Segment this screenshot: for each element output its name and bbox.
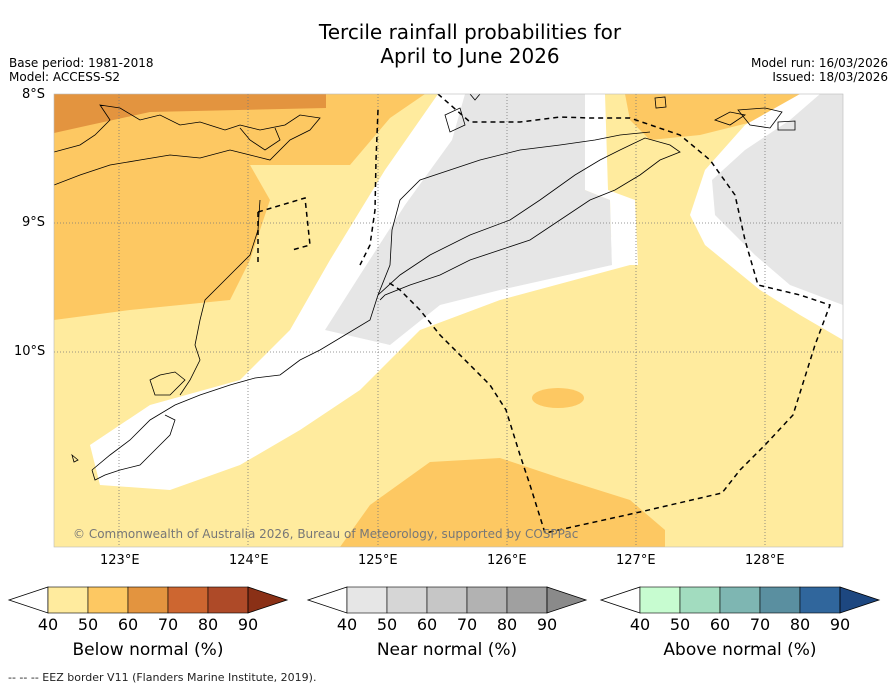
map-frame xyxy=(53,93,844,548)
below-colorbar-tick-60: 60 xyxy=(117,615,139,634)
above-colorbar-segment xyxy=(759,586,801,614)
near-colorbar-tick-40: 40 xyxy=(336,615,358,634)
above-colorbar-max-arrow xyxy=(839,586,881,614)
colorbar-below-normal xyxy=(7,586,289,614)
near-normal-east-area xyxy=(712,94,843,305)
copyright-text: © Commonwealth of Australia 2026, Bureau… xyxy=(73,527,578,541)
near-colorbar-max-arrow xyxy=(546,586,588,614)
model-name: Model: ACCESS-S2 xyxy=(9,70,121,84)
map-layers: © Commonwealth of Australia 2026, Bureau… xyxy=(54,94,843,547)
lon-label-126e: 126°E xyxy=(487,553,527,568)
near-normal-label: Near normal (%) xyxy=(376,640,518,660)
white-strip xyxy=(585,94,638,265)
near-colorbar-tick-80: 80 xyxy=(496,615,518,634)
near-colorbar-segment xyxy=(386,586,428,614)
lat-label-10s: 10°S xyxy=(14,344,46,359)
lat-label-8s: 8°S xyxy=(22,87,46,102)
eez-border xyxy=(257,94,831,534)
near-colorbar-tick-90: 90 xyxy=(536,615,558,634)
lon-label-124e: 124°E xyxy=(229,553,269,568)
above-colorbar-segment xyxy=(719,586,761,614)
above-colorbar-segment xyxy=(799,586,841,614)
below-normal-60-70-corner xyxy=(54,94,326,133)
above-colorbar-tick-70: 70 xyxy=(749,615,771,634)
near-colorbar-tick-60: 60 xyxy=(416,615,438,634)
near-colorbar-tick-70: 70 xyxy=(456,615,478,634)
below-colorbar-segment xyxy=(47,586,89,614)
lon-label-128e: 128°E xyxy=(745,553,785,568)
near-colorbar-segment xyxy=(466,586,508,614)
coastlines xyxy=(54,94,796,481)
below-colorbar-tick-80: 80 xyxy=(197,615,219,634)
below-normal-label: Below normal (%) xyxy=(72,640,224,660)
near-colorbar-min-arrow xyxy=(306,586,348,614)
near-colorbar-tick-50: 50 xyxy=(376,615,398,634)
below-colorbar-tick-70: 70 xyxy=(157,615,179,634)
base-period: Base period: 1981-2018 xyxy=(9,56,154,70)
below-colorbar-max-arrow xyxy=(247,586,289,614)
above-colorbar-tick-60: 60 xyxy=(709,615,731,634)
lat-label-9s: 9°S xyxy=(22,215,46,230)
above-colorbar-tick-40: 40 xyxy=(629,615,651,634)
above-colorbar-tick-80: 80 xyxy=(789,615,811,634)
above-colorbar-segment xyxy=(639,586,681,614)
below-colorbar-tick-40: 40 xyxy=(37,615,59,634)
near-colorbar-segment xyxy=(426,586,468,614)
above-colorbar-min-arrow xyxy=(599,586,641,614)
colorbar-above-normal xyxy=(599,586,881,614)
below-normal-50-60-northeast xyxy=(625,94,800,140)
lon-label-123e: 123°E xyxy=(100,553,140,568)
below-colorbar-min-arrow xyxy=(7,586,49,614)
near-colorbar-segment xyxy=(506,586,548,614)
near-colorbar-segment xyxy=(346,586,388,614)
title-line-1: Tercile rainfall probabilities for xyxy=(318,20,622,44)
near-normal-40-50-area xyxy=(325,94,612,345)
lon-label-127e: 127°E xyxy=(616,553,656,568)
above-colorbar-tick-90: 90 xyxy=(829,615,851,634)
below-colorbar-tick-90: 90 xyxy=(237,615,259,634)
lon-label-125e: 125°E xyxy=(358,553,398,568)
below-colorbar-segment xyxy=(167,586,209,614)
model-run: Model run: 16/03/2026 xyxy=(750,56,888,70)
above-normal-label: Above normal (%) xyxy=(663,640,817,660)
colorbar-near-normal xyxy=(306,586,588,614)
above-colorbar-tick-50: 50 xyxy=(669,615,691,634)
below-colorbar-segment xyxy=(207,586,249,614)
below-colorbar-segment xyxy=(87,586,129,614)
below-normal-50-60-spot xyxy=(532,388,584,408)
below-colorbar-tick-50: 50 xyxy=(77,615,99,634)
issued-date: Issued: 18/03/2026 xyxy=(772,70,888,84)
below-colorbar-segment xyxy=(127,586,169,614)
above-colorbar-segment xyxy=(679,586,721,614)
graticule xyxy=(54,94,843,547)
eez-footer-note: -- -- -- EEZ border V11 (Flanders Marine… xyxy=(8,671,317,684)
below-normal-50-60-west xyxy=(54,94,425,320)
title-line-2: April to June 2026 xyxy=(380,44,560,68)
